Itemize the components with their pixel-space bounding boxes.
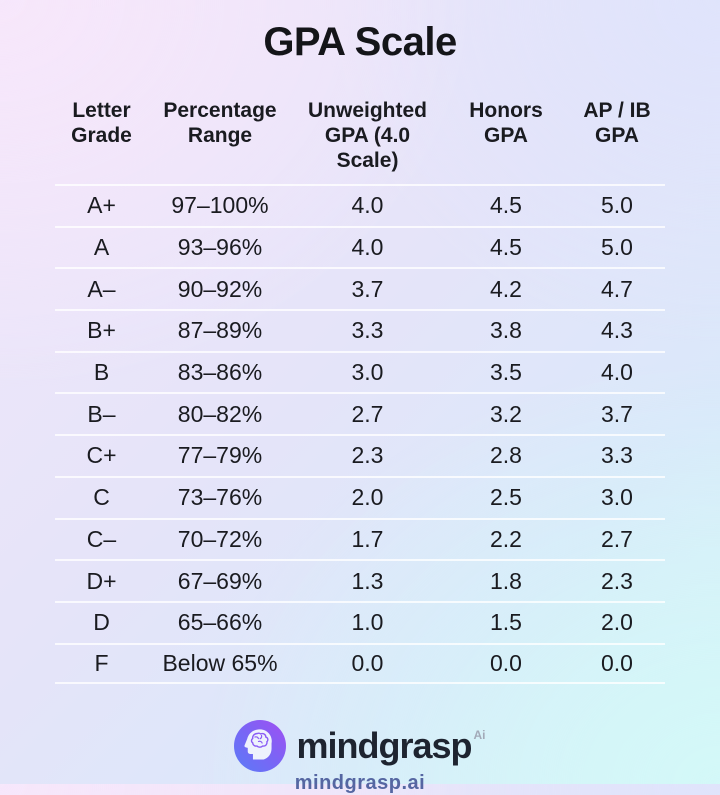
cell-unweighted-gpa: 4.0: [351, 234, 384, 261]
cell-ap-ib-gpa: 3.7: [601, 400, 633, 427]
cell-unweighted-gpa: 2.3: [351, 442, 384, 469]
column-header-line: Letter: [72, 99, 131, 122]
table-row: A– 90–92% 3.7 4.2 4.7: [55, 267, 665, 309]
cell-letter-grade: A–: [87, 275, 116, 302]
column-header-percentage-range: Percentage Range: [148, 98, 292, 173]
cell-ap-ib-gpa: 3.3: [601, 442, 633, 469]
cell-unweighted-gpa: 3.0: [351, 359, 384, 386]
cell-honors-gpa: 1.5: [490, 609, 522, 636]
cell-ap-ib-gpa: 4.0: [601, 359, 633, 386]
cell-percentage-range: 90–92%: [177, 275, 263, 302]
cell-honors-gpa: 4.5: [490, 234, 522, 261]
cell-letter-grade: D+: [86, 567, 117, 594]
table-row: C 73–76% 2.0 2.5 3.0: [55, 475, 665, 518]
cell-percentage-range: Below 65%: [162, 649, 278, 676]
cell-letter-grade: C–: [86, 525, 117, 552]
column-header-ap-ib-gpa: AP / IB GPA: [569, 98, 665, 173]
table-row: B– 80–82% 2.7 3.2 3.7: [55, 392, 665, 434]
cell-percentage-range: 93–96%: [177, 234, 263, 261]
page-title: GPA Scale: [263, 20, 457, 64]
cell-ap-ib-gpa: 0.0: [601, 649, 633, 676]
brand-lockup: mindgrasp Ai: [234, 720, 486, 773]
cell-letter-grade: B: [93, 359, 110, 386]
brand-ai-superscript: Ai: [473, 728, 486, 743]
cell-ap-ib-gpa: 5.0: [601, 192, 633, 219]
cell-unweighted-gpa: 1.0: [351, 609, 384, 636]
cell-honors-gpa: 1.8: [490, 567, 522, 594]
table-row: B+ 87–89% 3.3 3.8 4.3: [55, 309, 665, 351]
cell-ap-ib-gpa: 4.7: [601, 275, 633, 302]
cell-honors-gpa: 0.0: [490, 649, 522, 676]
cell-ap-ib-gpa: 4.3: [601, 317, 633, 344]
cell-percentage-range: 87–89%: [177, 317, 263, 344]
column-header-line: GPA: [595, 124, 639, 147]
table-row: C– 70–72% 1.7 2.2 2.7: [55, 517, 665, 560]
cell-letter-grade: F: [94, 649, 109, 676]
cell-letter-grade: C: [93, 484, 110, 511]
cell-letter-grade: B+: [87, 317, 116, 344]
cell-ap-ib-gpa: 2.3: [601, 567, 633, 594]
table-row: A 93–96% 4.0 4.5 5.0: [55, 225, 665, 268]
table-row: C+ 77–79% 2.3 2.8 3.3: [55, 434, 665, 476]
cell-percentage-range: 83–86%: [177, 359, 263, 386]
cell-unweighted-gpa: 0.0: [351, 649, 384, 676]
cell-percentage-range: 67–69%: [177, 567, 263, 594]
column-header-line: Range: [187, 124, 253, 147]
cell-percentage-range: 97–100%: [171, 192, 269, 219]
cell-percentage-range: 65–66%: [177, 609, 263, 636]
table-body: A+ 97–100% 4.0 4.5 5.0 A 93–96% 4.0 4.5 …: [55, 184, 665, 685]
column-header-line: Percentage: [163, 99, 277, 122]
cell-honors-gpa: 2.2: [490, 525, 522, 552]
cell-honors-gpa: 3.2: [490, 400, 522, 427]
cell-unweighted-gpa: 4.0: [351, 192, 384, 219]
cell-ap-ib-gpa: 2.7: [601, 525, 633, 552]
cell-percentage-range: 77–79%: [177, 442, 263, 469]
column-header-line: Honors: [469, 99, 543, 122]
cell-unweighted-gpa: 1.3: [351, 567, 384, 594]
cell-letter-grade: B–: [87, 400, 116, 427]
cell-percentage-range: 73–76%: [177, 484, 263, 511]
cell-percentage-range: 70–72%: [177, 525, 263, 552]
cell-unweighted-gpa: 3.3: [351, 317, 384, 344]
cell-percentage-range: 80–82%: [177, 400, 263, 427]
column-header-line: Unweighted: [308, 99, 427, 122]
mindgrasp-head-brain-logo-icon: [234, 720, 287, 773]
cell-ap-ib-gpa: 3.0: [601, 484, 633, 511]
table-row: F Below 65% 0.0 0.0 0.0: [55, 642, 665, 685]
cell-honors-gpa: 2.8: [490, 442, 522, 469]
cell-unweighted-gpa: 2.0: [351, 484, 384, 511]
column-header-letter-grade: Letter Grade: [55, 98, 148, 173]
cell-ap-ib-gpa: 5.0: [601, 234, 633, 261]
cell-honors-gpa: 3.8: [490, 317, 522, 344]
cell-honors-gpa: 4.5: [490, 192, 522, 219]
cell-unweighted-gpa: 2.7: [351, 400, 384, 427]
cell-letter-grade: D: [93, 609, 110, 636]
cell-letter-grade: A+: [87, 192, 116, 219]
table-row: B 83–86% 3.0 3.5 4.0: [55, 350, 665, 393]
table-row: D 65–66% 1.0 1.5 2.0: [55, 600, 665, 643]
column-header-honors-gpa: Honors GPA: [443, 98, 569, 173]
cell-unweighted-gpa: 3.7: [351, 275, 384, 302]
column-header-line: GPA: [484, 124, 528, 147]
table-header-row: Letter Grade Percentage Range Unweighted…: [55, 98, 665, 173]
cell-honors-gpa: 3.5: [490, 359, 522, 386]
gpa-table: Letter Grade Percentage Range Unweighted…: [55, 98, 665, 685]
cell-letter-grade: C+: [86, 442, 117, 469]
column-header-line: GPA (4.0 Scale): [324, 124, 411, 172]
brand-wordmark: mindgrasp: [296, 725, 472, 767]
cell-ap-ib-gpa: 2.0: [601, 609, 633, 636]
cell-honors-gpa: 4.2: [490, 275, 522, 302]
column-header-line: Grade: [71, 124, 132, 147]
cell-honors-gpa: 2.5: [490, 484, 522, 511]
cell-letter-grade: A: [93, 234, 110, 261]
cell-unweighted-gpa: 1.7: [351, 525, 384, 552]
column-header-unweighted-gpa: Unweighted GPA (4.0 Scale): [292, 98, 443, 173]
table-row: A+ 97–100% 4.0 4.5 5.0: [55, 184, 665, 226]
column-header-line: AP / IB: [583, 99, 651, 122]
table-row: D+ 67–69% 1.3 1.8 2.3: [55, 559, 665, 601]
